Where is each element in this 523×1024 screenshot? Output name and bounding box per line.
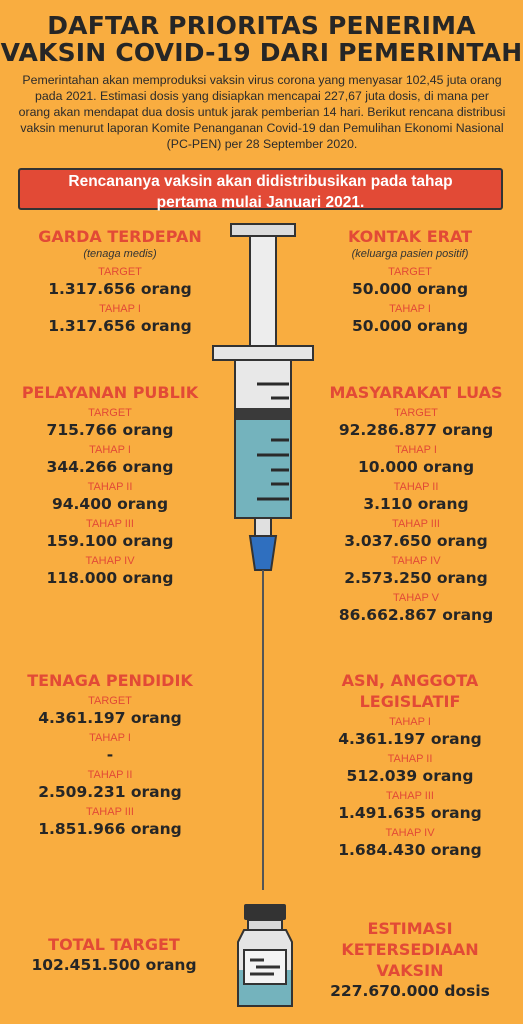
tahap-4-label: TAHAP IV — [85, 555, 135, 567]
title-line-1: DAFTAR PRIORITAS PENERIMA — [47, 11, 476, 40]
tahap-1-value: - — [106, 746, 114, 764]
tahap-3-value: 1.851.966 orang — [38, 820, 182, 838]
tahap-2-value: 2.509.231 orang — [38, 783, 182, 801]
tahap-2-value: 3.110 orang — [363, 495, 469, 513]
group-pelayanan-publik: PELAYANAN PUBLIK TARGET 715.766 orang TA… — [10, 382, 210, 588]
tahap-5-label: TAHAP V — [392, 592, 440, 604]
tahap-1-value: 344.266 orang — [46, 458, 174, 476]
tahap-3-value: 159.100 orang — [46, 532, 174, 550]
target-value: 1.317.656 orang — [48, 280, 192, 298]
target-label: TARGET — [88, 407, 132, 419]
group-subtitle: (keluarga pasien positif) — [351, 248, 469, 260]
tahap-3-label: TAHAP III — [386, 790, 434, 802]
estimasi-line-2: KETERSEDIAAN — [341, 940, 479, 959]
group-tenaga-pendidik: TENAGA PENDIDIK TARGET 4.361.197 orang T… — [10, 670, 210, 839]
vaccine-vial-icon — [237, 904, 293, 1007]
group-garda-terdepan: GARDA TERDEPAN (tenaga medis) TARGET 1.3… — [10, 226, 230, 336]
tahap-2-value: 512.039 orang — [346, 767, 474, 785]
intro-paragraph: Pemerintahan akan memproduksi vaksin vir… — [18, 73, 506, 151]
tahap-4-label: TAHAP IV — [391, 555, 441, 567]
tahap-1-label: TAHAP I — [389, 716, 431, 728]
tahap-3-label: TAHAP III — [86, 518, 134, 530]
tahap-3-label: TAHAP III — [392, 518, 440, 530]
group-title: TENAGA PENDIDIK — [27, 671, 193, 690]
target-label: TARGET — [388, 266, 432, 278]
banner-line-1: Rencananya vaksin akan didistribusikan p… — [68, 173, 453, 190]
estimasi-line-1: ESTIMASI — [367, 919, 453, 938]
tahap-4-value: 2.573.250 orang — [344, 569, 488, 587]
estimasi-value: 227.670.000 dosis — [330, 982, 490, 1000]
target-value: 4.361.197 orang — [38, 709, 182, 727]
group-title-line-1: ASN, ANGGOTA — [341, 671, 479, 690]
tahap-5-value: 86.662.867 orang — [338, 606, 494, 624]
tahap-2-value: 94.400 orang — [51, 495, 169, 513]
tahap-4-label: TAHAP IV — [385, 827, 435, 839]
target-label: TARGET — [394, 407, 438, 419]
page-title: DAFTAR PRIORITAS PENERIMA VAKSIN COVID-1… — [0, 12, 523, 66]
banner-line-2: pertama mulai Januari 2021. — [156, 194, 365, 211]
tahap-1-value: 4.361.197 orang — [338, 730, 482, 748]
target-value: 50.000 orang — [351, 280, 469, 298]
tahap-2-label: TAHAP II — [87, 769, 133, 781]
target-value: 92.286.877 orang — [338, 421, 494, 439]
tahap-2-label: TAHAP II — [393, 481, 439, 493]
group-subtitle: (tenaga medis) — [83, 248, 157, 260]
group-asn-legislatif: ASN, ANGGOTA LEGISLATIF TAHAP I 4.361.19… — [310, 670, 510, 860]
tahap-1-value: 1.317.656 orang — [48, 317, 192, 335]
tahap-3-label: TAHAP III — [86, 806, 134, 818]
tahap-1-label: TAHAP I — [389, 303, 431, 315]
title-line-2: VAKSIN COVID-19 DARI PEMERINTAH — [0, 38, 523, 67]
total-target-label: TOTAL TARGET — [48, 935, 180, 954]
estimasi-ketersediaan: ESTIMASI KETERSEDIAAN VAKSIN 227.670.000… — [310, 918, 510, 1001]
tahap-1-label: TAHAP I — [99, 303, 141, 315]
tahap-3-value: 3.037.650 orang — [344, 532, 488, 550]
group-masyarakat-luas: MASYARAKAT LUAS TARGET 92.286.877 orang … — [316, 382, 516, 625]
total-target-value: 102.451.500 orang — [31, 956, 197, 974]
estimasi-line-3: VAKSIN — [376, 961, 444, 980]
tahap-4-value: 118.000 orang — [46, 569, 174, 587]
tahap-2-label: TAHAP II — [87, 481, 133, 493]
group-kontak-erat: KONTAK ERAT (keluarga pasien positif) TA… — [300, 226, 520, 336]
syringe-icon — [212, 223, 314, 890]
tahap-2-label: TAHAP II — [387, 753, 433, 765]
tahap-1-value: 50.000 orang — [351, 317, 469, 335]
group-title-line-2: LEGISLATIF — [359, 692, 461, 711]
target-label: TARGET — [88, 695, 132, 707]
total-target: TOTAL TARGET 102.451.500 orang — [14, 934, 214, 975]
tahap-3-value: 1.491.635 orang — [338, 804, 482, 822]
tahap-1-label: TAHAP I — [395, 444, 437, 456]
group-title: PELAYANAN PUBLIK — [21, 383, 199, 402]
group-title: KONTAK ERAT — [348, 227, 472, 246]
target-label: TARGET — [98, 266, 142, 278]
group-title: MASYARAKAT LUAS — [329, 383, 503, 402]
tahap-1-label: TAHAP I — [89, 732, 131, 744]
tahap-4-value: 1.684.430 orang — [338, 841, 482, 859]
group-title: GARDA TERDEPAN — [38, 227, 202, 246]
target-value: 715.766 orang — [46, 421, 174, 439]
distribution-banner: Rencananya vaksin akan didistribusikan p… — [18, 168, 503, 211]
tahap-1-value: 10.000 orang — [357, 458, 475, 476]
tahap-1-label: TAHAP I — [89, 444, 131, 456]
